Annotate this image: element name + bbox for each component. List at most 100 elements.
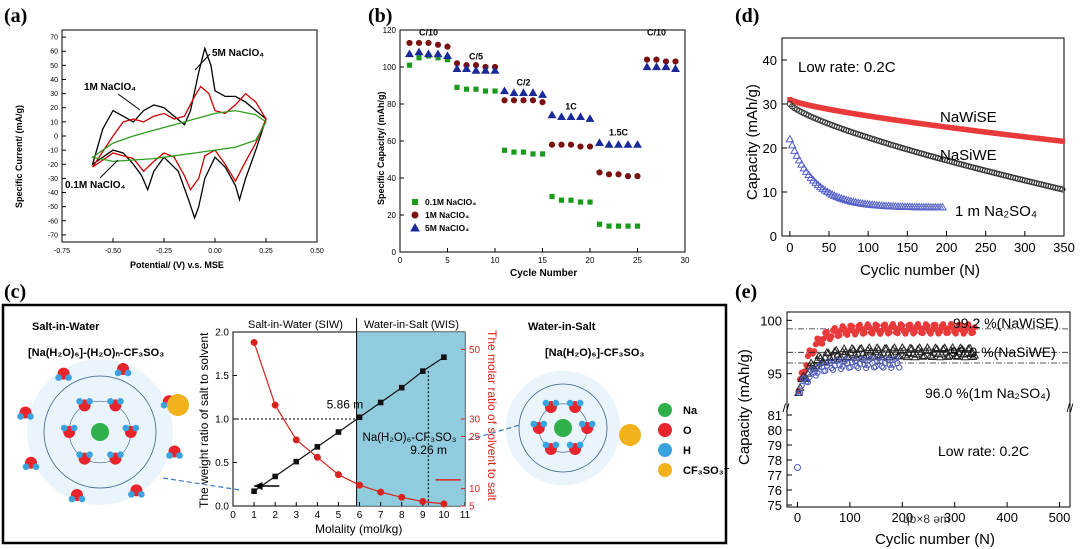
legend-label-3: CF₃SO₃⁻ <box>683 465 730 477</box>
panel-e-ytick-label: 95 <box>768 367 782 382</box>
siw-cluster-hydrogen <box>132 424 140 432</box>
panel-b-point-s2 <box>623 140 633 148</box>
panel-e-point-s1 <box>877 352 887 361</box>
siw-cluster-hydrogen <box>70 424 78 432</box>
panel-a-xtick-label: -0.50 <box>105 248 121 255</box>
panel-b-point-s2 <box>671 64 680 72</box>
panel-c-point-weight <box>293 458 300 465</box>
panel-a-ytick-label: 20 <box>50 105 58 112</box>
panel-a-ytick-label: -10 <box>48 148 58 155</box>
wis-formula: [Na(H₂O)₆]-CF₃SO₃ <box>545 347 645 359</box>
panel-b-xtick-label: 20 <box>586 256 595 265</box>
panel-d-ylabel: Capacity (mAh/g) <box>744 84 761 200</box>
panel-e-point-s0 <box>874 322 881 329</box>
panel-a-annot-01m-arrow <box>99 159 119 179</box>
panel-d-point-s2 <box>938 202 948 211</box>
legend-label-2: H <box>683 445 691 457</box>
panel-e-point-s1 <box>963 344 973 352</box>
panel-c-point-molar <box>292 436 300 444</box>
panel-e-point-s2 <box>852 357 859 365</box>
panel-e-point-s1 <box>956 343 965 351</box>
panel-e-point-s0 <box>819 340 826 347</box>
panel-b-point-s0 <box>501 147 508 153</box>
panel-c-ytick-label: 2.0 <box>215 328 229 339</box>
panel-e-point-s1 <box>878 348 888 357</box>
panel-e-point-s1 <box>949 346 959 354</box>
panel-e-point-s0 <box>936 328 944 335</box>
panel-d-label-na2so4: 1 m Na₂SO₄ <box>955 203 1037 220</box>
panel-b-point-s0 <box>520 149 527 155</box>
panel-label-b: (b) <box>368 5 392 27</box>
panel-b-rate-chart: 0 5 10 15 20 25 30 0 20 40 60 80 100 120 C/10 C/5 C/2 1C… <box>376 26 690 279</box>
panel-c-xlabel: Molality (mol/kg) <box>315 522 402 536</box>
panel-c-point-weight <box>420 368 426 374</box>
siw-cluster-hydrogen <box>76 398 83 405</box>
panel-b-point-s2 <box>490 66 500 74</box>
panel-d-xtick-label: 50 <box>822 240 836 255</box>
panel-c-point-weight <box>314 444 321 450</box>
wis-cluster-shell <box>518 383 608 473</box>
panel-c-ylabel-right: The molar ratio of solvent to salt <box>485 330 499 501</box>
panel-e-label-nawise: 99.2 %(NaWiSE) <box>953 315 1059 331</box>
panel-e-point-s2 <box>811 369 818 376</box>
panel-e-point-s1 <box>918 352 928 360</box>
panel-e-point-s0 <box>853 328 860 335</box>
panel-c-xtick-label: 6 <box>357 510 363 521</box>
panel-e-point-s0 <box>848 323 856 330</box>
panel-b-rate-label: C/10 <box>647 28 666 38</box>
panel-d-xtick-label: 150 <box>896 240 918 255</box>
panel-c-xtick-label: 1 <box>251 510 257 521</box>
panel-b-point-s1 <box>605 171 613 178</box>
panel-d-point-s2 <box>827 189 837 198</box>
panel-c-frame <box>1 303 728 545</box>
siw-free-water-hydrogen <box>124 369 132 377</box>
panel-b-point-s1 <box>425 39 432 47</box>
panel-b-ylabel: Specific Capacity/ (mAh/g) <box>376 91 386 205</box>
panel-e-point-s2 <box>836 362 843 369</box>
panel-e-point-s1 <box>830 346 840 355</box>
panel-c-point-molar <box>419 497 427 505</box>
panel-e-point-s1 <box>856 343 866 352</box>
panel-b-point-s1 <box>634 173 641 180</box>
panel-b-ytick-label: 100 <box>383 63 397 72</box>
siw-cluster-hydrogen <box>86 451 93 458</box>
panel-a-xtick-label: 0.25 <box>259 248 273 255</box>
panel-b-ytick-label: 80 <box>387 100 396 109</box>
panel-d-label-nasiwe: NaSiWE <box>940 147 997 164</box>
panel-d-xtick-label: 350 <box>1053 240 1075 255</box>
panel-e-point-s1 <box>871 347 881 355</box>
panel-b-point-s2 <box>414 47 424 56</box>
panel-b-point-s2 <box>538 90 547 98</box>
siw-free-water-hydrogen <box>78 495 86 503</box>
panel-e-point-s1 <box>943 352 953 360</box>
panel-e-point-s1 <box>927 352 937 360</box>
panel-e-point-s1 <box>952 352 962 360</box>
panel-e-point-s2 <box>806 373 813 381</box>
panel-c-point-weight <box>356 414 363 421</box>
panel-e-outlier-point <box>793 464 801 471</box>
panel-e-point-s0 <box>836 332 843 339</box>
panel-b-point-s1 <box>567 141 575 148</box>
panel-b-legend-label: 5M NaClO₄ <box>425 223 469 233</box>
panel-b-rate-label: C/10 <box>419 28 438 38</box>
panel-b-point-s0 <box>587 199 593 205</box>
panel-b-point-s1 <box>615 171 622 178</box>
panel-b-point-s2 <box>595 138 604 146</box>
panel-d-point-s2 <box>832 192 842 200</box>
panel-b-ytick-label: 40 <box>387 174 396 183</box>
panel-d-point-s2 <box>839 194 849 203</box>
panel-e-point-s0 <box>932 321 939 328</box>
panel-e-xtick-label: 400 <box>996 510 1018 525</box>
panel-b-point-s1 <box>577 143 584 150</box>
panel-c-ylabel: The weight ratio of salt to solvent <box>197 332 211 508</box>
panel-b-rate-label: C/2 <box>516 78 530 88</box>
panel-b-point-s1 <box>596 169 603 176</box>
panel-b-point-s2 <box>471 66 481 74</box>
panel-b-point-s0 <box>406 62 413 68</box>
legend-swatch-0 <box>658 403 672 417</box>
panel-e-point-s2 <box>861 361 868 368</box>
panel-e-overlay-text: ɥb×8 əm <box>903 512 950 526</box>
panel-b-point-s0 <box>435 55 441 61</box>
panel-c-ytick-label: 1.5 <box>215 371 229 382</box>
panel-a-annot-1m-arrow <box>117 93 141 111</box>
